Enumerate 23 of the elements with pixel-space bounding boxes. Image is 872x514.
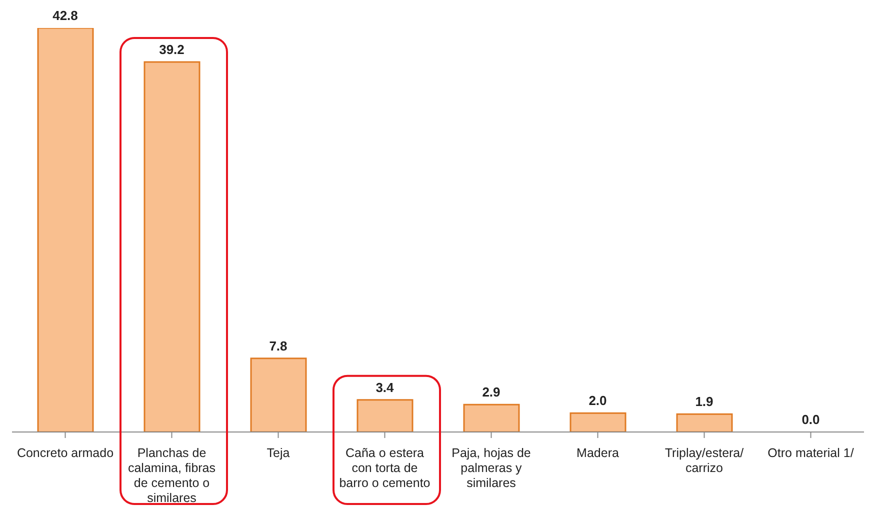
- bar: [250, 358, 307, 432]
- x-tick-label: Caña o estera con torta de barro o cemento: [339, 446, 430, 490]
- x-tick-label: Planchas de calamina, fibras de cemento o similares: [128, 446, 216, 505]
- data-label: 3.4: [376, 380, 395, 395]
- data-label: 1.9: [695, 394, 714, 410]
- data-label: 39.2: [159, 42, 184, 57]
- x-tick-label: Teja: [266, 446, 290, 460]
- bar: [37, 28, 94, 432]
- data-label: 0.0: [802, 412, 820, 427]
- x-tick-label: Madera: [576, 446, 619, 460]
- data-label: 7.8: [269, 338, 288, 354]
- x-tick-label: Triplay/estera/carrizo: [664, 446, 744, 475]
- bar: [463, 404, 520, 432]
- x-tick-label: Paja, hojas de palmeras y similares: [452, 446, 531, 490]
- bar: [144, 61, 200, 432]
- data-label: 42.8: [52, 8, 78, 23]
- x-tick-label: Otro material 1/: [768, 446, 854, 460]
- bar: [356, 399, 414, 432]
- data-label: 2.0: [588, 393, 607, 408]
- bar: [676, 413, 733, 432]
- data-label: 2.9: [482, 384, 500, 400]
- bar: [570, 412, 626, 432]
- x-tick-label: Concreto armado: [16, 446, 114, 460]
